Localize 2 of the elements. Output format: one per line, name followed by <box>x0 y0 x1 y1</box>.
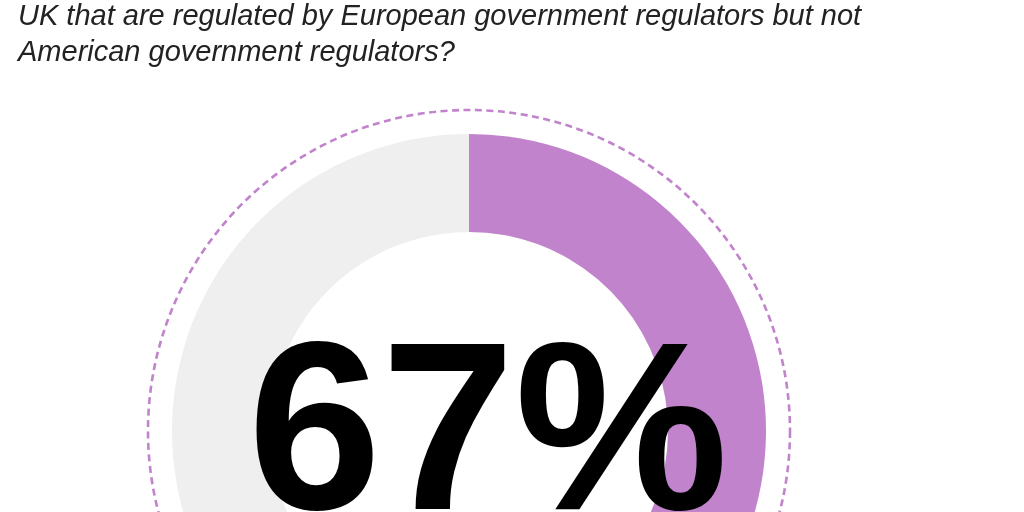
data-label: 67% <box>247 292 729 512</box>
chart-title: UK that are regulated by European government regulators but not American government regulators? <box>16 0 864 67</box>
